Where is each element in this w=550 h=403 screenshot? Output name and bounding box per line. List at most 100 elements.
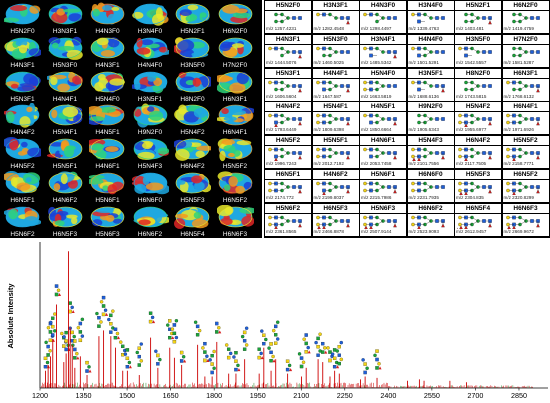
tissue-ion-image: H5N6F1 [89,171,126,205]
glycan-mz-value: m/z 2612.9457 [456,228,487,234]
glycan-table-cell: H4N4F1 m/z 1647.587 [312,68,359,101]
x-tick-label: 1800 [206,391,222,400]
glycan-table-cell: H6N4F2 m/z 2117.7505 [455,136,501,169]
tissue-image-label: H6N6F2 [137,230,163,238]
glycan-mz-value: m/z 1688.6136 [408,93,439,99]
tissue-image-label: H9N2F0 [137,129,163,137]
glycan-table-cell: H4N4F0 m/z 1501.5291 [407,34,454,67]
glycan-structure-icon [363,114,397,126]
tissue-heatmap [131,172,169,195]
glycan-mz-value: m/z 2053.7458 [361,161,392,167]
peak-glycan-annotation [240,326,249,351]
glycan-structure-icon [511,12,540,24]
glycan-table-cell: H5N5F1 m/z 2012.7192 [312,136,359,169]
tissue-heatmap [133,103,167,128]
glycan-mz-value: m/z 2320.8299 [503,195,534,200]
glycan-composition-name: H9N2F0 [407,103,454,113]
glycan-composition-name: H4N5F2 [265,137,311,147]
peak-glycan-annotation [154,349,162,366]
tissue-image-label: H3N4F0 [137,28,163,35]
tissue-image-label: H4N6F1 [95,163,120,171]
tissue-heatmap [218,37,252,59]
glycan-table-cell: H6N5F1 m/z 2174.772 [265,170,311,202]
tissue-heatmap [4,103,40,129]
glycan-structure-icon [315,147,350,160]
glycan-structure-icon [410,80,445,92]
peak-glycan-annotation [208,349,216,375]
glycan-structure-icon [363,46,397,59]
glycan-mz-value: m/z 1971.6926 [503,127,534,133]
glycan-structure-icon [416,114,445,125]
tissue-ion-image: H8N2F0 [174,70,211,104]
glycan-composition-name: H4N4F2 [265,103,311,113]
glycan-mz-value: m/z 1485.5342 [361,59,392,65]
tissue-ion-image: H5N5F3 [174,171,211,205]
glycan-table-cell: H5N4F3 m/z 2101.7556 [407,136,454,169]
glycan-composition-name: H3N5F0 [455,36,501,45]
peak-glycan-annotation [272,320,280,345]
peak-glycan-annotation [85,360,92,373]
tissue-ion-image: H9N2F0 [132,103,169,137]
glycan-table-cell: H4N3F1 m/z 1444.5076 [265,34,311,67]
glycan-mz-value: m/z 1403.481 [456,26,484,31]
glycan-table-cell: H3N5F0 m/z 1542.5557 [455,34,501,67]
glycan-table-cell: H7N2F0 m/z 1581.5287 [502,34,549,67]
tissue-heatmap [48,104,82,126]
x-tick-label: 1350 [76,391,92,400]
tissue-ion-image: H4N6F1 [89,137,126,171]
glycan-composition-name: H5N6F2 [265,205,311,214]
tissue-ion-image: H4N4F0 [132,36,169,70]
glycan-mz-value: m/z 1809.6398 [313,127,344,133]
tissue-heatmap [5,71,41,92]
peak-glycan-annotation [314,332,322,357]
glycan-composition-name: H6N6F0 [407,171,454,180]
glycan-mz-value: m/z 2215.7986 [361,195,392,200]
glycan-structure-icon [505,215,540,229]
tissue-image-label: H4N5F2 [10,163,35,171]
tissue-heatmap [4,171,41,194]
tissue-image-label: H5N4F3 [137,163,163,171]
tissue-image-label: H4N4F0 [137,61,163,69]
tissue-ion-image: H6N6F2 [132,205,169,239]
glycan-structure-icon [268,181,302,194]
tissue-ion-image: H3N4F0 [131,2,169,36]
glycan-structure-icon [315,181,350,195]
glycan-structure-icon [315,12,350,25]
glycan-mz-value: m/z 2466.8878 [313,228,344,234]
y-axis-label: Absolute Intensity [6,283,15,349]
glycan-table-cell: H6N6F3 m/z 2669.9672 [502,203,549,236]
tissue-image-label: H4N3F1 [95,61,120,69]
glycan-mz-value: m/z 2507.9144 [361,228,392,234]
tissue-image-label: H5N5F1 [52,163,78,171]
peak-glycan-annotation [123,348,132,369]
tissue-heatmap [4,137,41,160]
glycan-composition-name: H4N4F1 [312,70,359,79]
tissue-ion-image: H5N4F0 [89,70,126,104]
tissue-ion-image: H6N6F3 [216,204,254,239]
glycan-table-cell: H5N5F3 m/z 2304.835 [455,170,501,202]
glycan-composition-name: H5N4F1 [312,103,359,113]
glycan-structure-icon [315,215,350,229]
tissue-heatmap [90,206,125,228]
tissue-heatmap [133,206,169,228]
glycan-composition-name: H6N6F3 [502,205,549,214]
glycan-composition-name: H6N5F1 [265,171,311,180]
peak-glycan-annotation [54,284,62,297]
glycan-mz-value: m/z 2304.835 [456,195,484,200]
glycan-composition-name: H3N4F0 [407,2,454,11]
glycan-table-cell: H6N3F1 m/z 1768.6132 [502,68,549,101]
peak-glycan-annotation [232,351,241,372]
glycan-structure-icon [268,46,302,59]
peak-glycan-annotation [326,346,334,363]
peak-glycan-annotation [107,309,115,334]
tissue-ion-image: H4N3F0 [89,2,126,36]
glycan-mz-value: m/z 1850.6664 [361,127,392,133]
tissue-ion-image: H5N4F3 [132,137,169,171]
tissue-image-label: H5N4F2 [180,129,205,137]
peak-glycan-annotation [62,330,71,352]
tissue-image-label: H5N4F0 [95,95,120,103]
tissue-heatmap [89,172,125,195]
glycan-mz-value: m/z 2523.9093 [408,228,439,234]
tissue-image-label: H8N2F0 [180,95,205,103]
glycan-table-cell: H4N5F2 m/z 1996.7243 [265,136,311,169]
